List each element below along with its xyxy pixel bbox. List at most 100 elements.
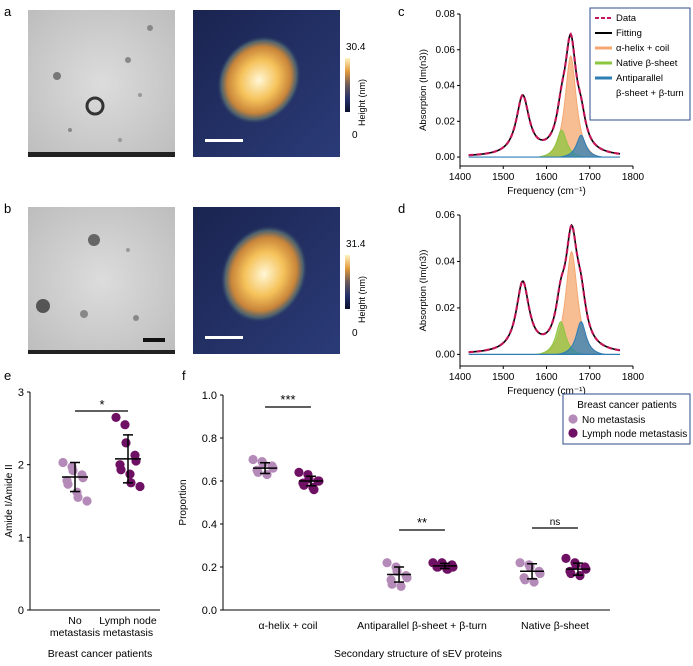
y-tick-label: 0.00 <box>436 152 456 163</box>
legend-swatch <box>568 414 578 424</box>
panel-label-a: a <box>4 4 12 19</box>
antiparallel-beta-sheet-peak <box>556 320 606 355</box>
colorbar-max-b: 31.4 <box>346 239 366 250</box>
data-point <box>82 496 92 506</box>
y-tick-label: 0 <box>18 605 24 617</box>
antiparallel-beta-sheet-peak <box>558 134 604 158</box>
y-tick-label: 1.0 <box>202 390 217 402</box>
x-axis-label: Frequency (cm⁻¹) <box>507 186 586 197</box>
y-tick-label: 0.04 <box>436 256 456 267</box>
panel-label-e: e <box>4 368 11 383</box>
y-tick-label: 0.00 <box>436 349 456 360</box>
x-tick-label: 1700 <box>579 172 602 183</box>
x-tick-label: 1500 <box>492 372 515 383</box>
data-point <box>294 467 304 477</box>
colorbar-min-a: 0 <box>352 130 358 141</box>
category-label: Antiparallel β-sheet + β-turn <box>357 620 487 632</box>
tem-image-b <box>28 207 175 354</box>
spectrum-chart-c: 1400 1500 1600 1700 1800 0.00 0.02 0.04 0.06 0.08… <box>418 7 691 197</box>
data-point <box>253 467 263 477</box>
panel-label-d: d <box>398 201 405 216</box>
legend-title: Breast cancer patients <box>577 400 677 411</box>
category-label-line: No <box>68 615 82 627</box>
legend-label: β-sheet + β-turn <box>616 88 684 99</box>
panel-label-c: c <box>398 4 405 19</box>
category-label-line: metastasis <box>50 627 100 639</box>
data-point <box>111 412 121 423</box>
data-point <box>387 579 397 589</box>
panel-label-f: f <box>182 368 186 383</box>
y-tick-label: 0.2 <box>202 562 217 574</box>
data-point <box>248 454 258 465</box>
x-tick-label: 1600 <box>535 172 558 183</box>
data-point <box>299 480 309 490</box>
data-curve <box>468 223 621 354</box>
x-tick-label: 1500 <box>492 172 515 183</box>
data-point <box>73 492 83 502</box>
category-label: Native β-sheet <box>521 620 589 632</box>
data-point <box>131 456 141 466</box>
afm-image-b <box>193 207 340 354</box>
data-point <box>382 558 392 568</box>
data-point <box>396 581 406 591</box>
x-tick-label: 1600 <box>535 372 558 383</box>
category-label: α-helix + coil <box>259 620 318 632</box>
data-point <box>116 465 126 475</box>
x-tick-label: 1400 <box>449 372 472 383</box>
y-axis-label: Proportion <box>178 479 189 525</box>
y-tick-label: 0.4 <box>202 519 217 531</box>
data-point <box>135 481 145 492</box>
data-point <box>515 558 525 568</box>
data-point <box>121 438 131 448</box>
data-point <box>566 568 576 579</box>
y-tick-label: 0.04 <box>436 81 456 92</box>
data-point <box>262 469 272 480</box>
y-tick-label: 2 <box>18 460 24 472</box>
y-axis-label: Absorption (Im(n3)) <box>418 49 429 131</box>
data-point <box>309 485 319 495</box>
y-tick-label: 0.08 <box>436 9 456 20</box>
x-axis-label: Secondary structure of sEV proteins <box>334 648 502 660</box>
x-tick-label: 1800 <box>622 172 645 183</box>
afm-image-a <box>193 10 340 157</box>
data-point <box>520 575 530 585</box>
legend-label: No metastasis <box>582 415 645 426</box>
data-point <box>561 553 571 564</box>
y-tick-label: 1 <box>18 532 24 544</box>
colorbar-label-b: Height (nm) <box>357 276 367 323</box>
x-tick-label: 1800 <box>622 372 645 383</box>
data-curve <box>468 32 621 157</box>
y-tick-label: 0.6 <box>202 476 217 488</box>
y-tick-label: 0.8 <box>202 433 217 445</box>
legend-label: Native β-sheet <box>616 58 678 69</box>
x-tick-label: 1400 <box>449 172 472 183</box>
data-point <box>68 465 78 476</box>
legend-label: α-helix + coil <box>616 43 669 54</box>
panel-label-b: b <box>4 201 11 216</box>
y-axis-label: Absorption (Im(n3)) <box>418 250 429 332</box>
data-point <box>125 469 135 479</box>
x-axis-label: Breast cancer patients <box>48 648 152 660</box>
legend-label: Lymph node metastasis <box>582 429 687 440</box>
significance-label: ** <box>417 515 427 530</box>
significance-label: * <box>99 397 104 412</box>
data-point <box>63 479 73 489</box>
legend-label: Antiparallel <box>616 73 663 84</box>
y-tick-label: 0.06 <box>436 210 456 221</box>
colorbar-label-a: Height (nm) <box>357 79 367 126</box>
legend-swatch <box>568 428 578 438</box>
y-axis-label: Amide I/Amide II <box>4 464 15 537</box>
tem-image-a <box>28 10 175 157</box>
x-axis-label: Frequency (cm⁻¹) <box>507 386 586 397</box>
data-point <box>529 577 539 587</box>
category-label-line: Lymph node <box>99 615 157 627</box>
afm-colorbar-b: 31.4 0 Height (nm) <box>345 239 367 339</box>
y-tick-label: 0.02 <box>436 303 456 314</box>
alpha-helix-coil-peak <box>541 250 602 355</box>
data-point <box>535 568 545 579</box>
legend-label: Data <box>616 13 637 24</box>
y-tick-label: 3 <box>18 387 24 399</box>
y-tick-label: 0.02 <box>436 116 456 127</box>
